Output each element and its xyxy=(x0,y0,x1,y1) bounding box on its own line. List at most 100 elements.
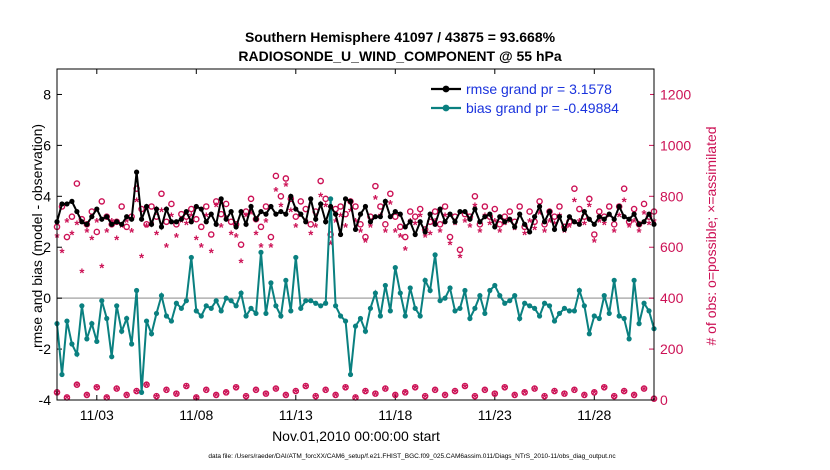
rmse-point xyxy=(303,219,309,225)
legend-box xyxy=(428,76,650,118)
bias-point xyxy=(64,318,70,324)
obs-bottom-assimilated-point: * xyxy=(542,390,548,405)
obs-assimilated-point: * xyxy=(273,184,279,199)
obs-assimilated-point: * xyxy=(159,205,165,220)
obs-bottom-assimilated-point: * xyxy=(632,389,638,404)
obs-bottom-assimilated-point: * xyxy=(194,392,200,407)
bias-point xyxy=(522,300,528,306)
obs-possible-point xyxy=(591,231,598,238)
rmse-point xyxy=(556,214,563,220)
obs-assimilated-point: * xyxy=(363,235,369,250)
y-left-tick-label: 0 xyxy=(43,290,51,306)
bias-point xyxy=(84,336,90,342)
bias-point xyxy=(646,308,652,314)
bias-point xyxy=(502,300,508,306)
obs-bottom-possible-point xyxy=(511,391,519,399)
bias-point xyxy=(447,285,453,291)
obs-assimilated-point: * xyxy=(313,220,319,235)
obs-assimilated-point: * xyxy=(169,210,175,225)
obs-assimilated-point: * xyxy=(637,225,643,240)
obs-bottom-possible-point xyxy=(222,389,230,396)
rmse-point xyxy=(477,219,483,225)
bias-point xyxy=(109,354,115,360)
obs-bottom-possible-point xyxy=(73,381,81,389)
rmse-point xyxy=(69,198,75,204)
rmse-point xyxy=(467,216,473,222)
obs-possible-point xyxy=(576,205,583,213)
obs-bottom-assimilated-point: * xyxy=(363,385,369,400)
obs-bottom-assimilated-point: * xyxy=(293,385,299,400)
obs-possible-point xyxy=(73,180,81,187)
axes-box xyxy=(56,68,655,401)
obs-possible-point xyxy=(605,203,613,210)
rmse-point xyxy=(313,216,319,222)
obs-bottom-assimilated-point: * xyxy=(253,384,259,399)
obs-bottom-assimilated-point: * xyxy=(582,389,588,404)
rmse-point xyxy=(631,211,637,217)
obs-bottom-possible-point xyxy=(242,392,250,400)
bias-point xyxy=(74,351,80,357)
obs-possible-point xyxy=(68,213,76,220)
obs-assimilated-point: * xyxy=(184,217,190,232)
obs-assimilated-point: * xyxy=(253,228,259,243)
obs-bottom-possible-point xyxy=(451,387,459,395)
bias-point xyxy=(541,300,548,306)
rmse-point xyxy=(611,216,617,222)
obs-bottom-possible-point xyxy=(342,383,349,391)
rmse-point xyxy=(143,203,150,210)
bias-point xyxy=(442,295,448,301)
bias-point xyxy=(129,341,135,347)
obs-bottom-assimilated-point: * xyxy=(522,387,528,402)
y-right-tick-label: 200 xyxy=(660,341,684,357)
bias-point xyxy=(641,300,647,306)
bias-point xyxy=(432,252,438,258)
rmse-point xyxy=(104,214,110,220)
obs-possible-point xyxy=(93,228,101,236)
bias-point xyxy=(208,305,214,311)
bias-point xyxy=(253,310,259,317)
obs-possible-point xyxy=(526,208,533,215)
obs-assimilated-point: * xyxy=(129,225,135,240)
rmse-point xyxy=(288,193,294,199)
rmse-point xyxy=(392,208,398,215)
obs-possible-point xyxy=(148,203,155,210)
obs-possible-point xyxy=(262,203,270,210)
rmse-point xyxy=(84,221,90,227)
obs-bottom-possible-point xyxy=(591,389,598,396)
obs-possible-point xyxy=(372,182,379,190)
bias-point xyxy=(298,305,304,311)
obs-possible-point xyxy=(411,213,419,220)
bias-point xyxy=(268,280,274,286)
rmse-point xyxy=(646,211,652,217)
bias-point xyxy=(367,305,374,311)
obs-bottom-possible-point xyxy=(272,385,280,392)
obs-bottom-possible-point xyxy=(123,391,130,399)
rmse-point xyxy=(532,214,538,220)
bias-point xyxy=(337,313,344,319)
y-right-tick-label: 0 xyxy=(660,392,668,408)
rmse-point xyxy=(74,208,80,215)
obs-bottom-assimilated-point: * xyxy=(393,389,399,404)
rmse-point xyxy=(243,221,249,227)
rmse-point xyxy=(606,211,612,217)
bias-point xyxy=(143,318,150,324)
bias-point xyxy=(551,318,558,324)
obs-bottom-assimilated-point: * xyxy=(104,392,110,407)
obs-assimilated-point: * xyxy=(413,217,419,232)
obs-possible-point xyxy=(207,231,215,238)
obs-bottom-possible-point xyxy=(461,382,469,390)
rmse-point xyxy=(357,211,364,217)
obs-bottom-possible-point xyxy=(620,387,628,395)
obs-possible-point xyxy=(481,203,489,210)
bias-point xyxy=(193,308,199,314)
obs-bottom-assimilated-point: * xyxy=(263,388,269,403)
obs-bottom-possible-point xyxy=(372,390,379,397)
rmse-point xyxy=(138,216,145,222)
y-right-tick-label: 600 xyxy=(660,239,684,255)
obs-assimilated-point: * xyxy=(527,215,533,230)
rmse-point xyxy=(561,226,568,233)
obs-bottom-assimilated-point: * xyxy=(134,385,140,400)
obs-bottom-possible-point xyxy=(391,391,399,399)
obs-assimilated-point: * xyxy=(512,222,518,237)
rmse-point xyxy=(517,211,523,217)
